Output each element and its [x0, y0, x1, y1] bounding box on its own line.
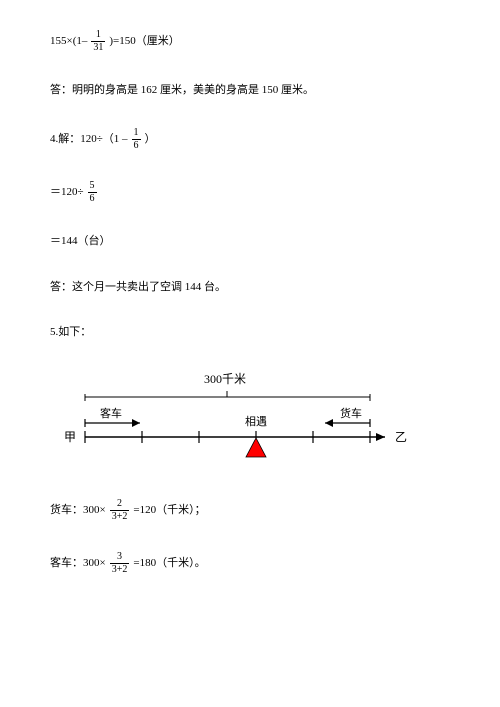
- bus-prefix: 客车：300×: [50, 556, 106, 571]
- fraction: 5 6: [88, 181, 97, 204]
- answer-1: 答：明明的身高是 162 厘米，美美的身高是 150 厘米。: [50, 83, 450, 98]
- denominator: 6: [88, 192, 97, 204]
- fraction: 2 3+2: [110, 499, 130, 522]
- denominator: 3+2: [110, 563, 130, 575]
- numerator: 5: [88, 181, 97, 192]
- meet-label: 相遇: [245, 415, 267, 428]
- bus-suffix: =180（千米）。: [133, 556, 205, 571]
- q4-label: 4.解：120÷（1 –: [50, 132, 128, 147]
- document-page: 155×(1– 1 31 )=150（厘米） 答：明明的身高是 162 厘米，美…: [0, 0, 500, 625]
- denominator: 3+2: [110, 510, 130, 522]
- question-5: 5.如下：: [50, 325, 450, 340]
- truck-prefix: 货车：300×: [50, 503, 106, 518]
- numerator: 2: [115, 499, 124, 510]
- answer-4: 答：这个月一共卖出了空调 144 台。: [50, 280, 450, 295]
- bus-label: 客车: [100, 406, 122, 420]
- meet-marker-icon: [246, 438, 266, 457]
- fraction: 1 31: [91, 30, 105, 53]
- question-4: 4.解：120÷（1 – 1 6 ）: [50, 128, 450, 151]
- denominator: 31: [91, 41, 105, 53]
- answer-1-text: 答：明明的身高是 162 厘米，美美的身高是 150 厘米。: [50, 83, 314, 98]
- denominator: 6: [132, 139, 141, 151]
- yi-label: 乙: [395, 430, 407, 444]
- q4-suffix: ）: [145, 132, 156, 147]
- equation-4c: ＝144（台）: [50, 234, 450, 249]
- truck-calc: 货车：300× 2 3+2 =120（千米）；: [50, 499, 450, 522]
- truck-suffix: =120（千米）；: [133, 503, 205, 518]
- q5-text: 5.如下：: [50, 325, 91, 340]
- numerator: 1: [94, 30, 103, 41]
- equation-1: 155×(1– 1 31 )=150（厘米）: [50, 30, 450, 53]
- equation-4b: ＝120÷ 5 6: [50, 181, 450, 204]
- diagram-svg: 客车 货车 相遇 甲 乙: [50, 389, 430, 469]
- distance-diagram: 300千米 客车 货车 相遇 甲: [50, 371, 450, 470]
- fraction: 1 6: [132, 128, 141, 151]
- distance-label: 300千米: [80, 371, 370, 388]
- eq1-suffix: )=150（厘米）: [109, 34, 179, 49]
- numerator: 3: [115, 552, 124, 563]
- fraction: 3 3+2: [110, 552, 130, 575]
- eq4c-text: ＝144（台）: [50, 234, 111, 249]
- eq4b-prefix: ＝120÷: [50, 185, 84, 200]
- truck-label: 货车: [340, 406, 362, 420]
- bus-calc: 客车：300× 3 3+2 =180（千米）。: [50, 552, 450, 575]
- numerator: 1: [132, 128, 141, 139]
- jia-label: 甲: [64, 430, 76, 444]
- answer-4-text: 答：这个月一共卖出了空调 144 台。: [50, 280, 226, 295]
- eq1-prefix: 155×(1–: [50, 34, 87, 49]
